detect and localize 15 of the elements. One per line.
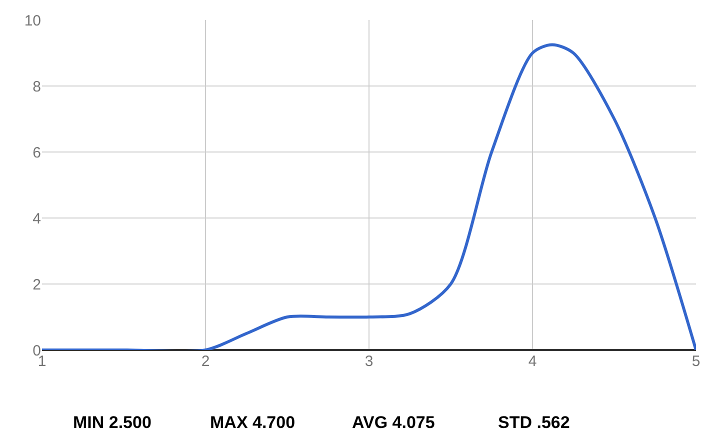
y-tick-label: 8	[32, 78, 41, 96]
x-tick-label: 2	[201, 353, 210, 370]
text: STD .562	[498, 413, 570, 432]
y-tick-label: 6	[32, 144, 41, 162]
text: MAX 4.700	[210, 413, 296, 432]
y-tick-label: 0	[32, 342, 41, 360]
x-tick-label: 5	[692, 353, 700, 370]
x-tick-label: 4	[528, 353, 537, 370]
text: MIN 2.500	[73, 413, 152, 432]
y-tick-label: 10	[24, 12, 41, 30]
y-tick-label: 2	[32, 276, 41, 294]
y-tick-label: 4	[32, 210, 41, 228]
line-series	[42, 43, 696, 350]
text: AVG 4.075	[352, 413, 435, 432]
x-tick-label: 3	[364, 353, 374, 370]
